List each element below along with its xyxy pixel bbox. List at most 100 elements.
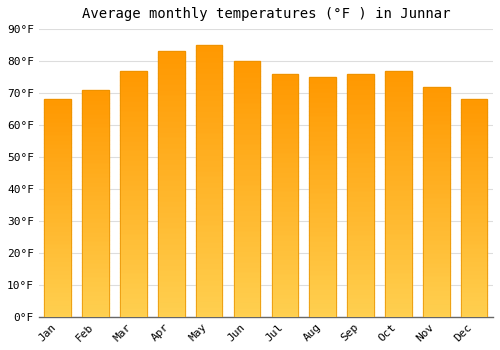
Bar — [44, 99, 71, 104]
Bar — [158, 306, 184, 312]
Bar — [310, 264, 336, 269]
Bar — [234, 209, 260, 215]
Bar — [158, 179, 184, 184]
Bar — [310, 259, 336, 264]
Bar — [44, 225, 71, 230]
Bar — [348, 278, 374, 283]
Bar — [461, 204, 487, 208]
Bar — [82, 258, 109, 262]
Bar — [158, 163, 184, 168]
Bar — [234, 179, 260, 184]
Bar — [44, 126, 71, 130]
Bar — [423, 252, 450, 257]
Bar — [82, 235, 109, 240]
Bar — [44, 265, 71, 269]
Bar — [461, 217, 487, 221]
Bar — [234, 97, 260, 102]
Bar — [385, 71, 411, 76]
Bar — [423, 105, 450, 110]
Bar — [120, 174, 146, 179]
Bar — [423, 137, 450, 142]
Bar — [423, 91, 450, 96]
Bar — [196, 208, 222, 214]
Bar — [348, 307, 374, 312]
Bar — [385, 105, 411, 110]
Bar — [385, 164, 411, 169]
Bar — [310, 77, 336, 82]
Bar — [272, 244, 298, 249]
Bar — [385, 209, 411, 214]
Bar — [423, 169, 450, 174]
Bar — [196, 224, 222, 230]
Bar — [348, 224, 374, 229]
Bar — [423, 183, 450, 188]
Bar — [423, 294, 450, 299]
Bar — [272, 84, 298, 89]
Bar — [120, 223, 146, 228]
Bar — [461, 108, 487, 112]
Bar — [310, 202, 336, 206]
Bar — [385, 238, 411, 243]
Bar — [44, 260, 71, 265]
Bar — [461, 139, 487, 143]
Bar — [385, 90, 411, 95]
Bar — [348, 229, 374, 234]
Bar — [385, 282, 411, 287]
Bar — [272, 152, 298, 156]
Bar — [348, 89, 374, 93]
Bar — [272, 89, 298, 93]
Bar — [385, 184, 411, 189]
Bar — [348, 181, 374, 186]
Bar — [461, 169, 487, 173]
Bar — [234, 66, 260, 71]
Bar — [234, 194, 260, 199]
Bar — [348, 147, 374, 152]
Bar — [234, 86, 260, 92]
Bar — [423, 243, 450, 248]
Bar — [82, 103, 109, 108]
Bar — [272, 118, 298, 122]
Bar — [234, 158, 260, 163]
Bar — [196, 312, 222, 317]
Bar — [44, 134, 71, 139]
Bar — [82, 121, 109, 126]
Bar — [272, 259, 298, 263]
Bar — [423, 151, 450, 156]
Bar — [272, 171, 298, 176]
Bar — [158, 67, 184, 73]
Bar — [120, 145, 146, 149]
Bar — [423, 239, 450, 243]
Bar — [82, 126, 109, 131]
Bar — [158, 83, 184, 89]
Bar — [234, 163, 260, 168]
Bar — [461, 126, 487, 130]
Bar — [120, 85, 146, 90]
Bar — [234, 291, 260, 296]
Bar — [234, 219, 260, 225]
Bar — [82, 249, 109, 253]
Bar — [196, 230, 222, 235]
Bar — [82, 190, 109, 194]
Bar — [385, 292, 411, 297]
Bar — [348, 234, 374, 239]
Bar — [423, 234, 450, 239]
Bar — [272, 249, 298, 254]
Bar — [461, 134, 487, 139]
Bar — [234, 312, 260, 317]
Bar — [196, 203, 222, 208]
Bar — [44, 286, 71, 291]
Bar — [82, 222, 109, 226]
Bar — [234, 102, 260, 107]
Bar — [120, 218, 146, 223]
Bar — [234, 112, 260, 117]
Bar — [158, 89, 184, 94]
Bar — [82, 99, 109, 103]
Bar — [461, 252, 487, 256]
Bar — [44, 217, 71, 221]
Bar — [44, 117, 71, 121]
Bar — [120, 135, 146, 140]
Bar — [423, 271, 450, 275]
Bar — [44, 204, 71, 208]
Bar — [385, 262, 411, 267]
Bar — [385, 85, 411, 90]
